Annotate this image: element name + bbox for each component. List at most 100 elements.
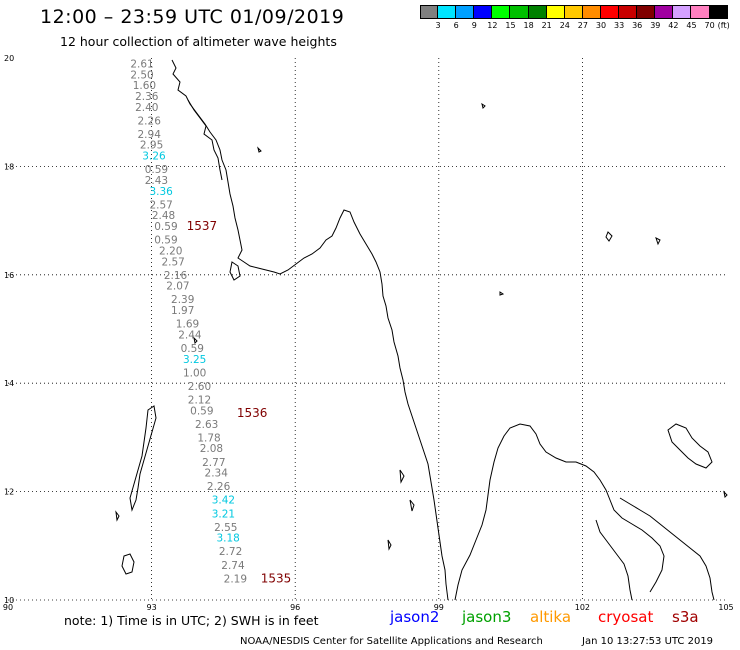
legend-tick-label: 24 bbox=[559, 21, 570, 30]
wave-height-value: 2.26 bbox=[138, 115, 162, 127]
legend-swatch bbox=[655, 5, 674, 19]
wave-height-value: 3.36 bbox=[149, 186, 173, 198]
wave-height-value: 2.43 bbox=[145, 175, 168, 187]
wave-height-value: 2.95 bbox=[140, 140, 163, 152]
legend-swatch bbox=[637, 5, 656, 19]
wave-height-value: 2.55 bbox=[214, 522, 237, 534]
lat-tick-label: 20 bbox=[4, 54, 14, 63]
legend-tick-label: 39 bbox=[650, 21, 661, 30]
lon-tick-label: 102 bbox=[575, 603, 590, 612]
lat-tick-label: 14 bbox=[4, 379, 14, 388]
legend-swatch bbox=[546, 5, 565, 19]
map-subtitle: 12 hour collection of altimeter wave hei… bbox=[60, 34, 337, 49]
wave-height-value: 2.94 bbox=[138, 129, 162, 141]
wave-height-value: 2.16 bbox=[164, 270, 188, 282]
wave-height-value: 1.69 bbox=[176, 319, 199, 331]
wave-height-value: 2.34 bbox=[205, 468, 229, 480]
legend-tick-label: 18 bbox=[523, 21, 534, 30]
lat-tick-label: 16 bbox=[4, 271, 14, 280]
satellite-label-cryosat: cryosat bbox=[598, 608, 654, 626]
footer-credit: NOAA/NESDIS Center for Satellite Applica… bbox=[240, 636, 543, 647]
legend-swatches bbox=[420, 5, 728, 19]
pass-time-label: 1537 bbox=[187, 219, 218, 233]
legend-tick-label: 9 bbox=[471, 21, 477, 30]
wave-height-value: 2.40 bbox=[135, 102, 158, 114]
wave-height-value: 2.57 bbox=[149, 199, 172, 211]
wave-height-value: 0.59 bbox=[190, 405, 213, 417]
lat-tick-label: 18 bbox=[4, 162, 14, 171]
coastline-cambodia bbox=[619, 497, 715, 601]
map-title: 12:00 – 23:59 UTC 01/09/2019 bbox=[40, 6, 345, 28]
legend-tick-label: 30 bbox=[595, 21, 607, 30]
footer-note: note: 1) Time is in UTC; 2) SWH is in fe… bbox=[64, 613, 319, 628]
legend-swatch bbox=[564, 5, 583, 19]
legend-swatch bbox=[456, 5, 475, 19]
legend-labels: 3 6 9 12 15 18 21 24 27 30 33 36 39 42 45 70 (ft) bbox=[420, 19, 730, 33]
wave-height-value: 2.63 bbox=[195, 419, 218, 431]
wave-height-value: 0.59 bbox=[154, 235, 177, 247]
wave-height-value: 2.77 bbox=[202, 457, 225, 469]
legend-tick-label: 27 bbox=[577, 21, 588, 30]
wave-height-value: 2.72 bbox=[219, 546, 242, 558]
wave-height-value: 2.44 bbox=[178, 329, 202, 341]
legend-tick-label: 70 bbox=[704, 21, 715, 30]
wave-height-value: 2.26 bbox=[207, 481, 231, 493]
legend-tick-label: 3 bbox=[435, 21, 441, 30]
wave-height-value: 1.60 bbox=[133, 80, 156, 92]
legend-tick-label: 36 bbox=[632, 21, 643, 30]
wave-height-value: 0.59 bbox=[145, 164, 168, 176]
coastline-coast-inner bbox=[187, 99, 223, 181]
wave-height-value: 3.42 bbox=[212, 495, 235, 507]
legend-swatch bbox=[709, 5, 728, 19]
lon-tick-label: 93 bbox=[147, 603, 157, 612]
legend-swatch bbox=[582, 5, 601, 19]
legend-swatch bbox=[510, 5, 529, 19]
legend-unit: (ft) bbox=[717, 21, 730, 30]
legend-swatch bbox=[492, 5, 511, 19]
wave-height-value: 3.21 bbox=[212, 508, 235, 520]
legend-tick-label: 21 bbox=[541, 21, 552, 30]
coastline-andaman-north bbox=[129, 405, 157, 512]
color-legend: 3 6 9 12 15 18 21 24 27 30 33 36 39 42 45 70 (ft) bbox=[420, 5, 730, 33]
wave-height-value: 2.19 bbox=[224, 573, 247, 585]
legend-tick-label: 33 bbox=[614, 21, 625, 30]
lon-tick-label: 96 bbox=[290, 603, 300, 612]
coastline-myanmar-north bbox=[171, 59, 449, 601]
legend-tick-label: 42 bbox=[668, 21, 679, 30]
wave-height-value: 2.12 bbox=[188, 394, 211, 406]
pass-time-label: 1535 bbox=[261, 571, 292, 585]
pass-time-label: 1536 bbox=[237, 406, 268, 420]
satellite-label-jason2: jason2 bbox=[390, 608, 440, 626]
wave-height-value: 2.48 bbox=[152, 210, 175, 222]
lon-tick-label: 99 bbox=[434, 603, 444, 612]
legend-swatch bbox=[420, 5, 439, 19]
wave-height-value: 2.50 bbox=[130, 69, 153, 81]
legend-tick-label: 45 bbox=[686, 21, 697, 30]
wave-height-value: 2.36 bbox=[135, 91, 159, 103]
lat-tick-label: 10 bbox=[4, 596, 14, 605]
satellite-label-altika: altika bbox=[530, 608, 572, 626]
altimeter-track: 2.612.501.602.362.402.262.942.953.260.59… bbox=[130, 58, 291, 585]
wave-height-value: 0.59 bbox=[181, 343, 204, 355]
wave-height-value: 2.08 bbox=[200, 443, 223, 455]
lon-tick-label: 105 bbox=[718, 603, 733, 612]
wave-height-value: 2.07 bbox=[166, 281, 189, 293]
wave-height-value: 3.25 bbox=[183, 354, 206, 366]
coastline-gulf-line bbox=[595, 519, 633, 601]
coastline-andaman-south bbox=[121, 553, 135, 575]
coastlines bbox=[121, 59, 715, 601]
wave-height-value: 1.97 bbox=[171, 305, 194, 317]
wave-height-value: 3.18 bbox=[216, 533, 239, 545]
axis-tick-labels: 90 93 96 99 102 105 20 18 16 14 12 10 bbox=[3, 54, 734, 612]
legend-swatch bbox=[691, 5, 710, 19]
wave-height-value: 2.60 bbox=[188, 381, 211, 393]
lat-tick-label: 12 bbox=[4, 488, 14, 497]
footer-timestamp: Jan 10 13:27:53 UTC 2019 bbox=[582, 636, 714, 647]
legend-swatch bbox=[528, 5, 547, 19]
wave-height-value: 2.39 bbox=[171, 294, 194, 306]
wave-height-value: 3.26 bbox=[142, 151, 166, 163]
wave-height-value: 2.61 bbox=[130, 58, 153, 70]
lon-tick-label: 90 bbox=[3, 603, 13, 612]
satellite-label-s3a: s3a bbox=[672, 608, 699, 626]
